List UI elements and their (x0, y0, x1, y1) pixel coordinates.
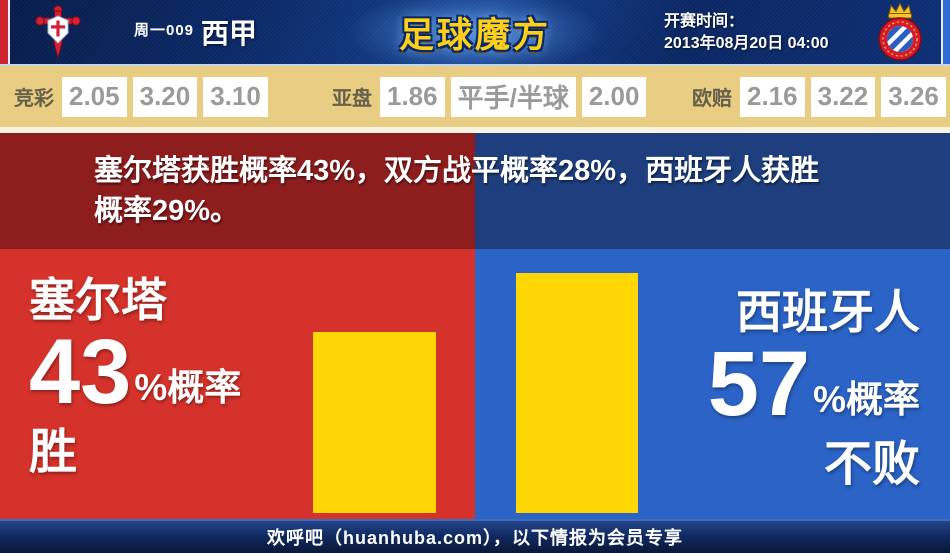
header-left-red-strip (0, 0, 10, 64)
prediction-summary-line1: 塞尔塔获胜概率43%，双方战平概率28%，西班牙人获胜 (94, 155, 820, 187)
prediction-band-blue (475, 133, 950, 249)
home-team-crest-icon (33, 3, 83, 66)
odds-group-asian-handicap: 亚盘 1.86 平手/半球 2.00 (332, 66, 647, 127)
away-team-block: 西班牙人 57 %概率 不败 (708, 285, 920, 493)
home-probability-bar (313, 332, 436, 513)
odds-strip: 竞彩 2.05 3.20 3.10 亚盘 1.86 平手/半球 2.00 欧赔 … (0, 66, 950, 127)
kickoff-label: 开赛时间： (664, 13, 745, 30)
kickoff-time-block: 开赛时间： 2013年08月20日 04:00 (664, 11, 829, 55)
odds-label-jingcai: 竞彩 (14, 88, 54, 110)
home-percent-value: 43 (29, 321, 132, 423)
match-number: 周一009 (134, 21, 195, 39)
probability-panel: 塞尔塔 43 %概率 胜 西班牙人 57 %概率 不败 (0, 249, 950, 519)
away-percent-row: 57 %概率 (707, 333, 920, 435)
header-right-blue-strip (941, 0, 950, 64)
league-name: 西甲 (201, 18, 258, 49)
home-outcome-label: 胜 (29, 426, 78, 479)
home-percent-suffix: %概率 (134, 367, 242, 408)
match-info: 周一009 西甲 (134, 0, 257, 64)
away-outcome-label: 不败 (823, 438, 920, 491)
cream-divider (0, 127, 950, 133)
prediction-band-red (0, 133, 475, 249)
home-team-name: 塞尔塔 (29, 274, 167, 326)
prediction-band: 塞尔塔获胜概率43%，双方战平概率28%，西班牙人获胜 概率29%。 (0, 133, 950, 249)
odds-box-ah-away: 2.00 (581, 76, 647, 117)
odds-box-ah-line: 平手/半球 (450, 76, 576, 117)
prediction-summary: 塞尔塔获胜概率43%，双方战平概率28%，西班牙人获胜 概率29%。 (94, 151, 894, 231)
odds-group-european: 欧赔 2.16 3.22 3.26 (692, 66, 946, 127)
logo-glow (345, 0, 605, 74)
odds-group-jingcai: 竞彩 2.05 3.20 3.10 (14, 66, 268, 127)
away-probability-bar (516, 273, 638, 513)
prediction-summary-line2: 概率29%。 (94, 195, 240, 227)
odds-box-jingcai-away: 3.10 (203, 76, 268, 117)
site-logo: 足球魔方 (398, 15, 551, 55)
footer-banner: 欢呼吧（huanhuba.com），以下情报为会员专享 (0, 519, 950, 553)
odds-box-ah-home: 1.86 (380, 76, 445, 117)
away-team-crest-icon (872, 1, 928, 68)
odds-box-euro-away: 3.26 (881, 76, 946, 117)
home-percent-row: 43 %概率 (29, 321, 242, 423)
odds-label-asian-handicap: 亚盘 (332, 88, 372, 110)
kickoff-datetime: 2013年08月20日 04:00 (664, 35, 829, 52)
footer-text: 欢呼吧（huanhuba.com），以下情报为会员专享 (266, 528, 683, 548)
header-bar: 足球魔方 周一009 西甲 (0, 0, 950, 74)
odds-box-jingcai-home: 2.05 (62, 76, 127, 117)
away-percent-value: 57 (707, 333, 811, 435)
away-team-name: 西班牙人 (736, 286, 920, 338)
odds-box-euro-draw: 3.22 (810, 76, 876, 117)
odds-box-jingcai-draw: 3.20 (132, 76, 198, 117)
away-percent-suffix: %概率 (813, 379, 920, 420)
home-team-block: 塞尔塔 43 %概率 胜 (29, 273, 241, 481)
odds-label-european: 欧赔 (692, 88, 732, 110)
odds-box-euro-home: 2.16 (740, 76, 805, 117)
